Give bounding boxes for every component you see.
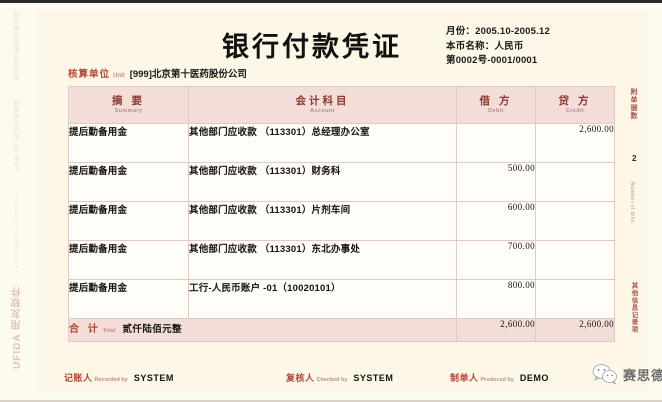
signature-value: SYSTEM — [353, 373, 394, 383]
watermark-line2: 用友软件股份有限公司 — [14, 9, 21, 80]
accounting-unit-line: 核算单位 Unit [999]北京第十医药股份公司 — [68, 66, 247, 80]
header-cn: 会计科目 — [295, 94, 350, 107]
cell-debit — [456, 123, 536, 163]
cell-account: 其他部门应收款 （113301）东北办事处 — [188, 240, 457, 280]
signature-value: SYSTEM — [133, 373, 174, 383]
meta-number: 第0002号-0001/0001 — [446, 55, 538, 67]
table-header-row: 摘 要 Summary 会计科目 Account 借 方 Debit 贷 方 C… — [68, 86, 615, 124]
attachment-footer-note: 其他信息记录项 — [630, 282, 637, 334]
watermark-brand: UFIDA 用友软件 — [11, 286, 23, 369]
column-header-account: 会计科目 Account — [188, 86, 457, 124]
wechat-icon — [592, 364, 617, 385]
cell-credit — [535, 279, 615, 319]
total-label: 合 计 — [69, 324, 101, 335]
unit-label: 核算单位 — [68, 69, 111, 80]
signature-label: 记账人 — [64, 373, 93, 383]
total-debit: 2,600.00 — [456, 318, 536, 342]
title-block: 银行付款凭证 月份：2005.10-2005.12 本币名称：人民币 第0002… — [36, 17, 648, 73]
cell-account: 工行-人民币账户 -01（10020101） — [188, 279, 457, 319]
header-cn: 摘 要 — [112, 94, 145, 107]
cell-summary: 提后勤备用金 — [68, 162, 189, 202]
cell-summary: 提后勤备用金 — [68, 123, 189, 163]
brand-mark: 赛思德 — [592, 363, 662, 385]
signature-row: 记账人 Recorded by SYSTEM 复核人 Checked by SYSTEM… — [64, 369, 624, 389]
signature-checked-by: 复核人 Checked by SYSTEM — [286, 369, 393, 385]
header-en: Credit — [565, 108, 585, 115]
signature-label-en: Produced by — [480, 377, 514, 383]
total-credit: 2,600.00 — [535, 318, 615, 342]
cell-credit — [535, 201, 615, 241]
cell-summary: 提后勤备用金 — [68, 201, 189, 241]
signature-recorded-by: 记账人 Recorded by SYSTEM — [64, 369, 174, 385]
column-header-credit: 贷 方 Credit — [535, 86, 615, 124]
table-total-row: 合 计 Total 贰仟陆佰元整 2,600.00 2,600.00 — [68, 318, 615, 342]
signature-value: DEMO — [519, 373, 549, 383]
cell-credit: 2,600.00 — [535, 123, 615, 163]
column-header-debit: 借 方 Debit — [456, 86, 536, 124]
voucher-entries-table: 摘 要 Summary 会计科目 Account 借 方 Debit 贷 方 C… — [68, 86, 615, 342]
signature-label-en: Checked by — [316, 377, 348, 383]
brand-name: 赛思德 — [623, 368, 662, 384]
cell-account: 其他部门应收款 （113301）总经理办公室 — [188, 123, 457, 163]
cell-credit — [535, 162, 615, 202]
header-cn: 借 方 — [479, 94, 513, 107]
table-row: 提后勤备用金 工行-人民币账户 -01（10020101） 800.00 — [68, 279, 615, 319]
signature-label-en: Recorded by — [94, 377, 128, 383]
unit-label-en: Unit — [113, 73, 125, 79]
total-label-en: Total — [102, 328, 116, 334]
total-amount-in-words: 贰仟陆佰元整 — [122, 324, 182, 335]
header-en: Summary — [114, 108, 143, 115]
attachment-count-column: 附单据数 2 Number of bills 其他信息记录项 — [624, 86, 648, 354]
ufida-watermark: UFIDA 用友软件 Government & Enterprise ERP-U… — [4, 10, 30, 369]
attachment-header-en: Number of bills — [629, 182, 635, 223]
table-row: 提后勤备用金 其他部门应收款 （113301）东北办事处 700.00 — [68, 240, 615, 280]
cell-account: 其他部门应收款 （113301）片剂车间 — [188, 201, 457, 241]
signature-produced-by: 制单人 Produced by DEMO — [450, 369, 549, 385]
signature-label: 复核人 — [286, 373, 315, 383]
cell-summary: 提后勤备用金 — [68, 240, 189, 280]
watermark-line4: Government & Enterprise — [14, 188, 20, 269]
signature-label: 制单人 — [450, 373, 479, 383]
table-row: 提后勤备用金 其他部门应收款 （113301）总经理办公室 2,600.00 — [68, 123, 615, 163]
total-label-cell: 合 计 Total 贰仟陆佰元整 — [68, 318, 457, 342]
table-row: 提后勤备用金 其他部门应收款 （113301）财务科 500.00 — [68, 162, 615, 202]
cell-account: 其他部门应收款 （113301）财务科 — [188, 162, 457, 202]
cell-debit: 700.00 — [456, 240, 536, 280]
table-row: 提后勤备用金 其他部门应收款 （113301）片剂车间 600.00 — [68, 201, 615, 241]
meta-period: 月份：2005.10-2005.12 — [446, 26, 550, 37]
attachment-header: 附单据数 — [630, 88, 637, 120]
cell-debit: 500.00 — [456, 162, 536, 202]
attachment-count: 2 — [632, 154, 637, 163]
cell-debit: 600.00 — [456, 201, 536, 241]
voucher-meta: 月份：2005.10-2005.12 本币名称：人民币 第0002号-0001/… — [446, 25, 622, 69]
watermark-line3: ERP-U8 企业应用套件 — [14, 97, 21, 171]
voucher-sheet: 银行付款凭证 月份：2005.10-2005.12 本币名称：人民币 第0002… — [36, 11, 662, 393]
cell-debit: 800.00 — [456, 279, 536, 319]
header-en: Debit — [488, 108, 504, 115]
header-cn: 贷 方 — [558, 94, 592, 107]
header-en: Account — [310, 108, 335, 115]
column-header-summary: 摘 要 Summary — [68, 86, 189, 124]
cell-summary: 提后勤备用金 — [68, 279, 189, 319]
unit-value: [999]北京第十医药股份公司 — [129, 69, 247, 80]
page-title: 银行付款凭证 — [222, 32, 402, 63]
meta-currency: 本币名称：人民币 — [446, 40, 524, 52]
cell-credit — [535, 240, 615, 280]
